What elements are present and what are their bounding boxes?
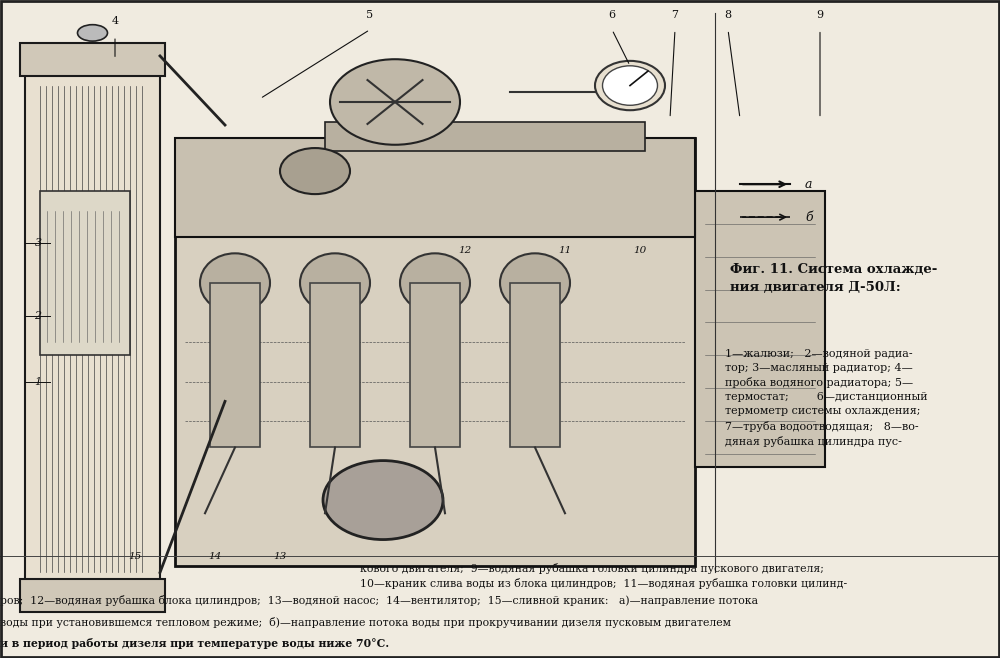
- Ellipse shape: [595, 61, 665, 110]
- Ellipse shape: [330, 59, 460, 145]
- Text: 15: 15: [128, 551, 142, 561]
- Ellipse shape: [602, 66, 658, 105]
- Bar: [210, 283, 260, 447]
- Bar: [40, 191, 130, 355]
- Bar: [25, 72, 160, 586]
- Text: 11: 11: [558, 245, 572, 255]
- Ellipse shape: [323, 461, 443, 540]
- Text: 2: 2: [34, 311, 42, 321]
- Bar: [410, 283, 460, 447]
- Bar: [695, 191, 825, 467]
- Text: Фиг. 11. Система охлажде-
ния двигателя Д-50Л:: Фиг. 11. Система охлажде- ния двигателя …: [730, 263, 937, 294]
- Text: б: б: [805, 211, 813, 224]
- Ellipse shape: [280, 148, 350, 194]
- Text: а: а: [805, 178, 812, 191]
- Text: 14: 14: [208, 551, 222, 561]
- Bar: [175, 138, 695, 566]
- Text: и в период работы дизеля при температуре воды ниже 70°С.: и в период работы дизеля при температуре…: [0, 638, 389, 649]
- Text: 1: 1: [34, 376, 42, 387]
- Ellipse shape: [500, 253, 570, 313]
- Bar: [20, 579, 165, 612]
- Text: 12: 12: [458, 245, 472, 255]
- Text: 10: 10: [633, 245, 647, 255]
- Bar: [325, 122, 645, 151]
- Text: 5: 5: [366, 10, 374, 20]
- Bar: [175, 138, 695, 237]
- Text: 4: 4: [111, 16, 119, 26]
- Text: 1—жалюзи;   2—водяной радиа-
тор; 3—масляный радиатор; 4—
пробка водяного радиат: 1—жалюзи; 2—водяной радиа- тор; 3—маслян…: [725, 349, 928, 447]
- Text: 8: 8: [724, 10, 732, 20]
- Text: кового двигателя;  9—водяная рубашка головки цилиндра пускового двигателя;
10—кр: кового двигателя; 9—водяная рубашка голо…: [360, 563, 847, 589]
- Ellipse shape: [200, 253, 270, 313]
- Text: 7: 7: [672, 10, 678, 20]
- Text: 13: 13: [273, 551, 287, 561]
- Text: 3: 3: [34, 238, 42, 249]
- Text: 9: 9: [816, 10, 824, 20]
- Ellipse shape: [400, 253, 470, 313]
- Text: воды при установившемся тепловом режиме;  б)—направление потока воды при прокруч: воды при установившемся тепловом режиме;…: [0, 617, 731, 628]
- Bar: [510, 283, 560, 447]
- Bar: [20, 43, 165, 76]
- Bar: [310, 283, 360, 447]
- Text: ров;  12—водяная рубашка блока цилиндров;  13—водяной насос;  14—вентилятор;  15: ров; 12—водяная рубашка блока цилиндров;…: [0, 595, 758, 607]
- Text: 6: 6: [608, 10, 616, 20]
- Ellipse shape: [78, 24, 108, 41]
- Ellipse shape: [300, 253, 370, 313]
